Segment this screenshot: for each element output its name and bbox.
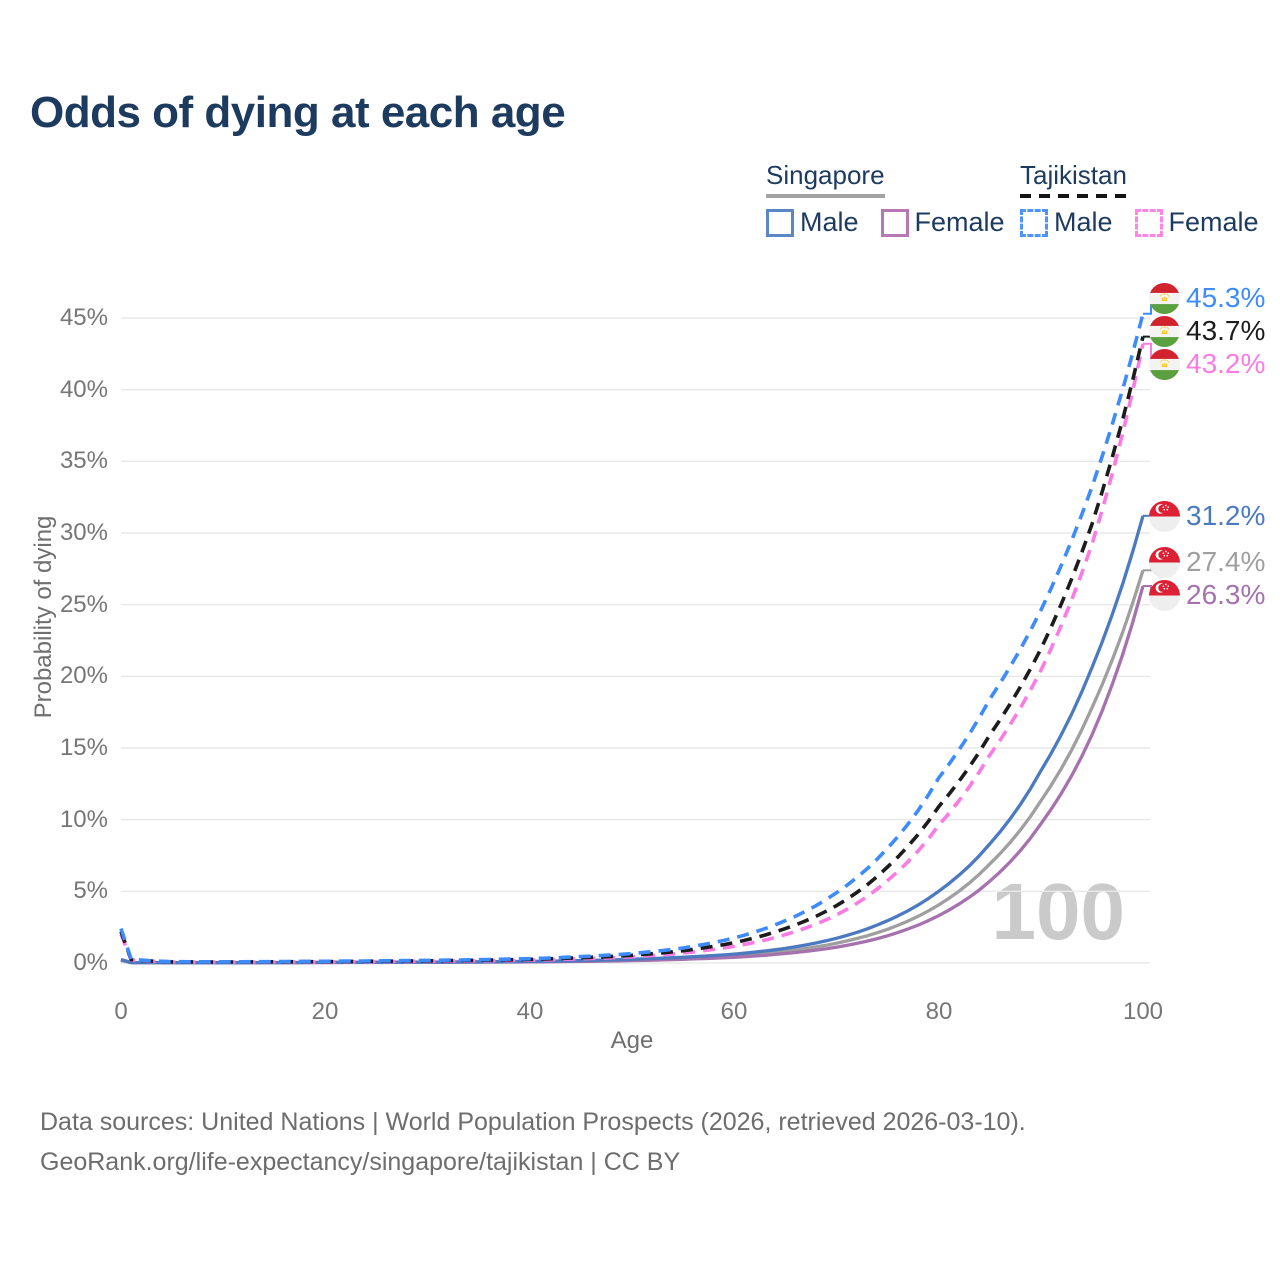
tajikistan-both-line-swatch xyxy=(1020,194,1127,198)
legend-tajikistan-header[interactable]: Tajikistan xyxy=(1020,160,1127,190)
tajikistan-male-swatch xyxy=(1020,208,1048,237)
end-label-value: 43.7% xyxy=(1186,315,1266,346)
series-line-tajikistan-both[interactable] xyxy=(119,336,1145,964)
end-label-singapore-male: 31.2% xyxy=(1149,500,1265,532)
y-tick-label: 25% xyxy=(59,591,108,618)
x-tick-label: 80 xyxy=(925,998,953,1025)
legend-item-singapore-female[interactable]: Female xyxy=(880,207,1005,238)
end-label-value: 43.2% xyxy=(1186,348,1266,379)
series-line-singapore-male[interactable] xyxy=(120,515,1145,965)
end-label-tajikistan-male: 45.3% xyxy=(1149,282,1265,314)
legend-group-singapore: Singapore Male Female xyxy=(766,160,1005,238)
legend-singapore-female-label: Female xyxy=(914,207,1005,237)
chart-title: Odds of dying at each age xyxy=(30,88,566,137)
data-sources-line: Data sources: United Nations | World Pop… xyxy=(40,1108,1026,1136)
x-tick-label: 60 xyxy=(720,998,748,1025)
singapore-flag-icon xyxy=(1149,579,1180,611)
legend-tajikistan-female-label: Female xyxy=(1168,207,1259,237)
series-line-tajikistan-female[interactable] xyxy=(119,343,1145,964)
singapore-female-swatch xyxy=(880,208,909,237)
legend-tajikistan-male-label: Male xyxy=(1054,207,1113,237)
singapore-male-swatch xyxy=(766,208,794,237)
y-tick-label: 0% xyxy=(73,949,108,976)
end-label-value: 31.2% xyxy=(1186,500,1266,531)
x-tick-label: 40 xyxy=(516,998,544,1025)
end-label-value: 45.3% xyxy=(1186,282,1266,313)
legend-item-tajikistan-male[interactable]: Male xyxy=(1020,207,1113,238)
legend-singapore-male-label: Male xyxy=(800,207,859,237)
end-label-singapore-female: 26.3% xyxy=(1149,579,1265,611)
end-label-tajikistan-both: 43.7% xyxy=(1149,315,1265,347)
x-tick-label: 0 xyxy=(114,998,128,1025)
end-label-tajikistan-female: 43.2% xyxy=(1149,348,1265,380)
end-label-value: 26.3% xyxy=(1186,579,1266,610)
y-tick-label: 45% xyxy=(59,304,108,331)
singapore-flag-icon xyxy=(1149,500,1180,532)
legend-item-tajikistan-female[interactable]: Female xyxy=(1134,207,1259,238)
legend-item-singapore-male[interactable]: Male xyxy=(766,207,859,238)
end-label-singapore-both: 27.4% xyxy=(1149,546,1265,578)
x-tick-label: 100 xyxy=(1122,998,1164,1025)
y-tick-label: 5% xyxy=(73,877,108,904)
x-axis-title: Age xyxy=(610,1027,654,1054)
singapore-both-line-swatch xyxy=(766,194,885,198)
y-tick-label: 30% xyxy=(59,519,108,546)
x-tick-label: 20 xyxy=(311,998,339,1025)
hover-age-watermark: 100 xyxy=(991,867,1125,956)
legend-group-tajikistan: Tajikistan Male Female xyxy=(1020,160,1259,238)
series-line-tajikistan-male[interactable] xyxy=(119,313,1145,964)
tajikistan-flag-icon xyxy=(1149,315,1180,347)
tajikistan-female-swatch xyxy=(1134,208,1163,237)
y-tick-label: 40% xyxy=(59,376,108,403)
y-axis-title: Probability of dying xyxy=(30,515,57,719)
tajikistan-flag-icon xyxy=(1149,348,1180,380)
y-tick-label: 35% xyxy=(59,447,108,474)
y-tick-label: 15% xyxy=(59,734,108,761)
attribution-line: GeoRank.org/life-expectancy/singapore/ta… xyxy=(40,1148,681,1176)
legend-singapore-header[interactable]: Singapore xyxy=(766,160,885,190)
y-tick-label: 10% xyxy=(59,806,108,833)
series-line-singapore-both[interactable] xyxy=(120,569,1145,965)
series-line-singapore-female[interactable] xyxy=(120,585,1145,965)
gridlines xyxy=(121,317,1150,964)
singapore-flag-icon xyxy=(1149,546,1180,578)
end-label-value: 27.4% xyxy=(1186,546,1266,577)
y-tick-label: 20% xyxy=(59,662,108,689)
tajikistan-flag-icon xyxy=(1149,282,1180,314)
